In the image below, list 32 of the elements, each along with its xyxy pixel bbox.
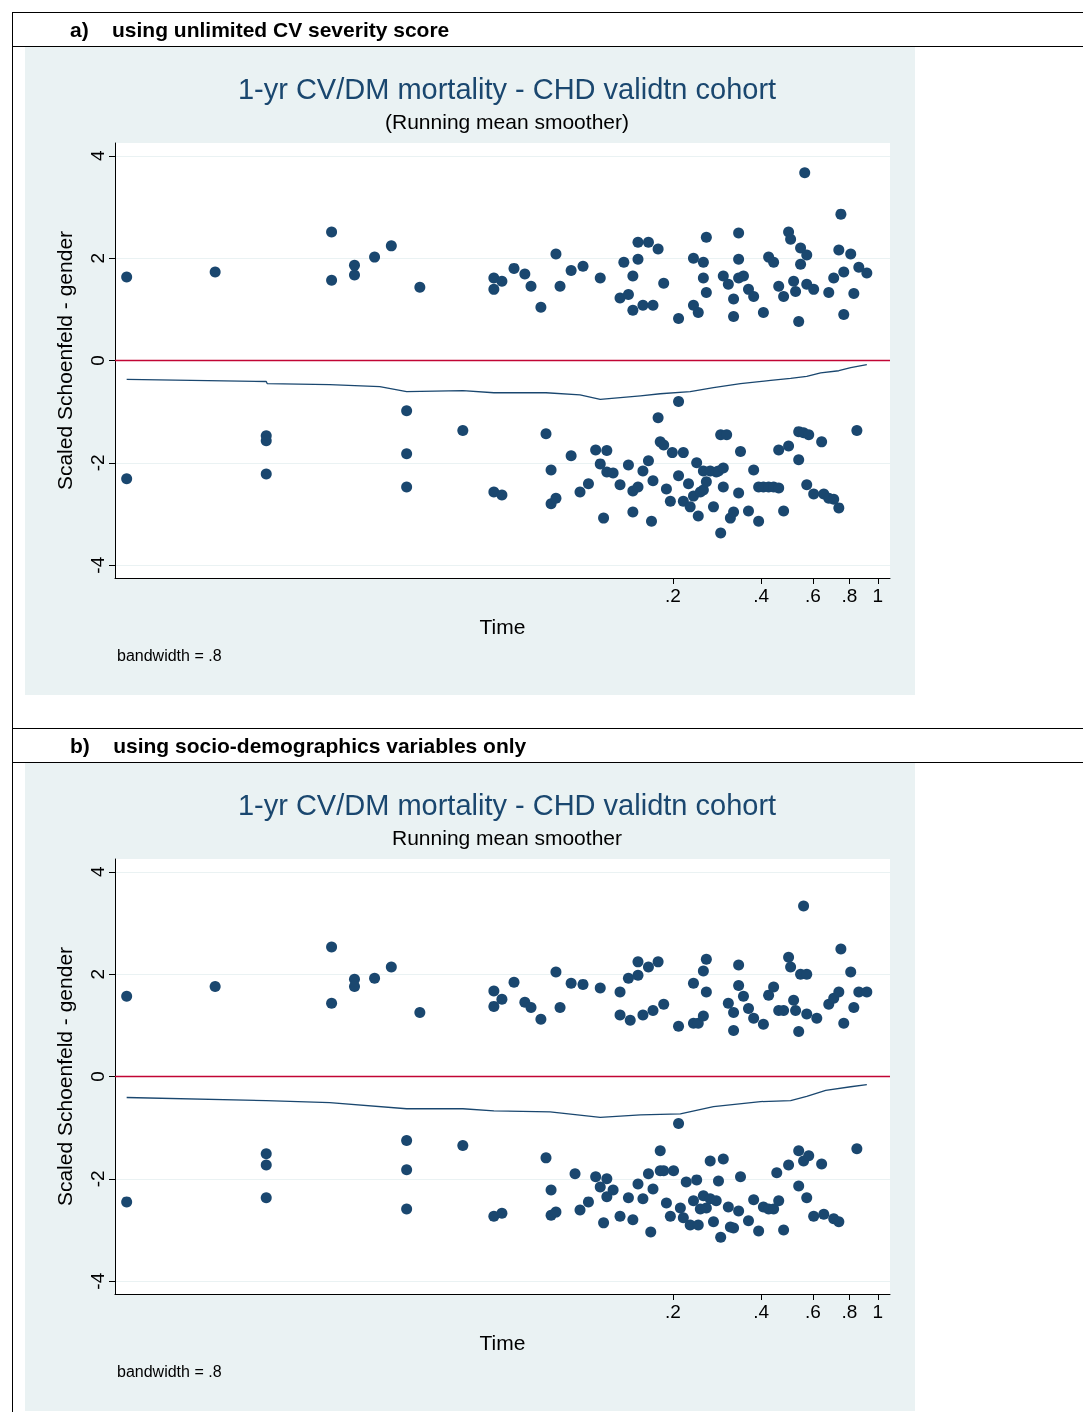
x-tick-label: .8 [841, 1301, 858, 1322]
y-tick-label: -4 [87, 1272, 108, 1290]
y-tick-label: 0 [87, 1071, 108, 1082]
y-tick-label: 0 [87, 355, 108, 366]
chart-title: 1-yr CV/DM mortality - CHD validtn cohort [237, 788, 777, 821]
y-tick-label: -2 [87, 1170, 108, 1188]
y-axis-title: Scaled Schoenfeld - gender [53, 230, 76, 491]
y-tick-label: 2 [87, 968, 108, 980]
text: bandwidth = .8 [117, 646, 222, 664]
y-tick-label: -2 [87, 454, 108, 472]
chart-subtitle: Running mean smoother [392, 826, 622, 849]
x-tick-label: 1 [872, 585, 884, 606]
y-axis-title: Scaled Schoenfeld - gender [53, 946, 76, 1207]
x-tick-label: .6 [804, 1301, 821, 1322]
chart-subtitle: (Running mean smoother) [385, 110, 629, 133]
x-axis-title: Time [479, 1331, 526, 1354]
x-axis-title: Time [479, 615, 526, 638]
text: b) using socio-demographics variables only [13, 728, 1083, 763]
x-tick-label: .6 [804, 585, 821, 606]
y-tick-label: 4 [87, 150, 108, 162]
x-tick-label: .4 [753, 585, 770, 606]
x-tick-label: 1 [872, 1301, 884, 1322]
x-tick-label: .4 [753, 1301, 770, 1322]
x-tick-label: .2 [665, 1301, 681, 1322]
y-tick-label: 4 [87, 866, 108, 878]
y-tick-label: -4 [87, 556, 108, 574]
text: bandwidth = .8 [117, 1362, 222, 1380]
x-tick-label: .8 [841, 585, 858, 606]
y-tick-label: 2 [87, 252, 108, 264]
text: a) using unlimited CV severity score [13, 12, 1083, 47]
x-tick-label: .2 [665, 585, 681, 606]
chart-title: 1-yr CV/DM mortality - CHD validtn cohort [237, 72, 777, 105]
